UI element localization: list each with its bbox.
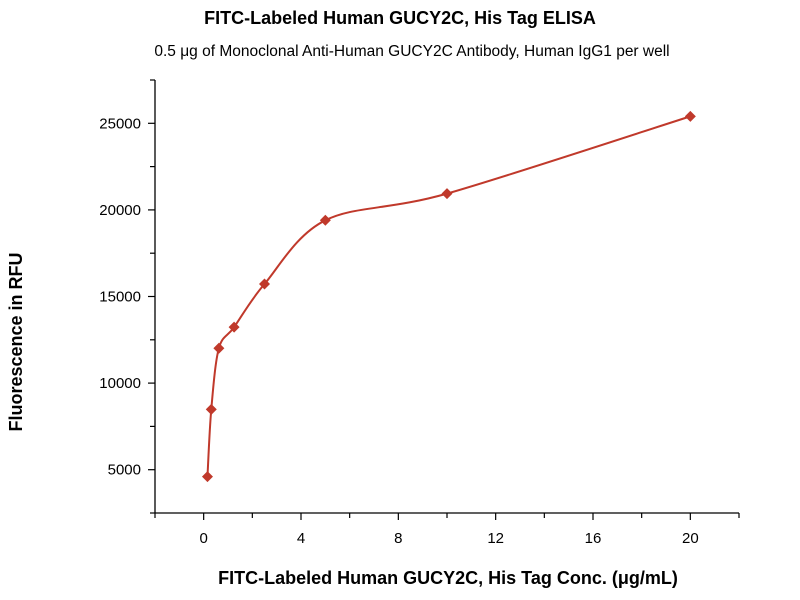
data-point [441,188,453,200]
x-tick-label: 12 [487,530,504,547]
data-point [201,471,213,483]
y-tick-label: 10000 [99,375,141,392]
x-tick-label: 8 [394,530,402,547]
data-point [319,214,331,226]
fit-curve [206,115,691,477]
data-point [213,342,225,354]
chart-title: FITC-Labeled Human GUCY2C, His Tag ELISA [204,8,596,28]
y-tick-label: 5000 [108,462,141,479]
y-tick-label: 15000 [99,289,141,306]
y-tick-label: 25000 [99,115,141,132]
data-point [228,321,240,333]
y-axis-label: Fluorescence in RFU [6,252,26,431]
data-point [259,278,270,290]
x-tick-label: 4 [297,530,305,547]
x-tick-label: 16 [585,530,602,547]
chart-subtitle: 0.5 μg of Monoclonal Anti-Human GUCY2C A… [154,43,669,60]
x-tick-label: 0 [199,530,207,547]
x-axis-label: FITC-Labeled Human GUCY2C, His Tag Conc.… [218,568,678,588]
y-tick-label: 20000 [99,202,141,219]
data-point [205,403,217,415]
x-tick-label: 20 [682,530,699,547]
data-point [684,110,696,122]
